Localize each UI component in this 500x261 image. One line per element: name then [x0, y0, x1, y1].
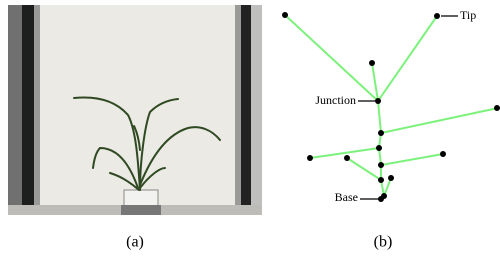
tip-label: Tip	[460, 8, 476, 22]
graph-nodes	[282, 12, 500, 202]
base-label: Base	[335, 190, 358, 204]
panel-caption: (b)	[374, 234, 393, 251]
figure: Tip Junction Base (a) (b)	[0, 0, 500, 256]
skeleton-graph	[285, 15, 498, 199]
photo	[8, 5, 262, 215]
junction-label: Junction	[315, 93, 356, 107]
annotation-leaders	[358, 16, 458, 199]
panel-caption: (a)	[126, 234, 144, 251]
